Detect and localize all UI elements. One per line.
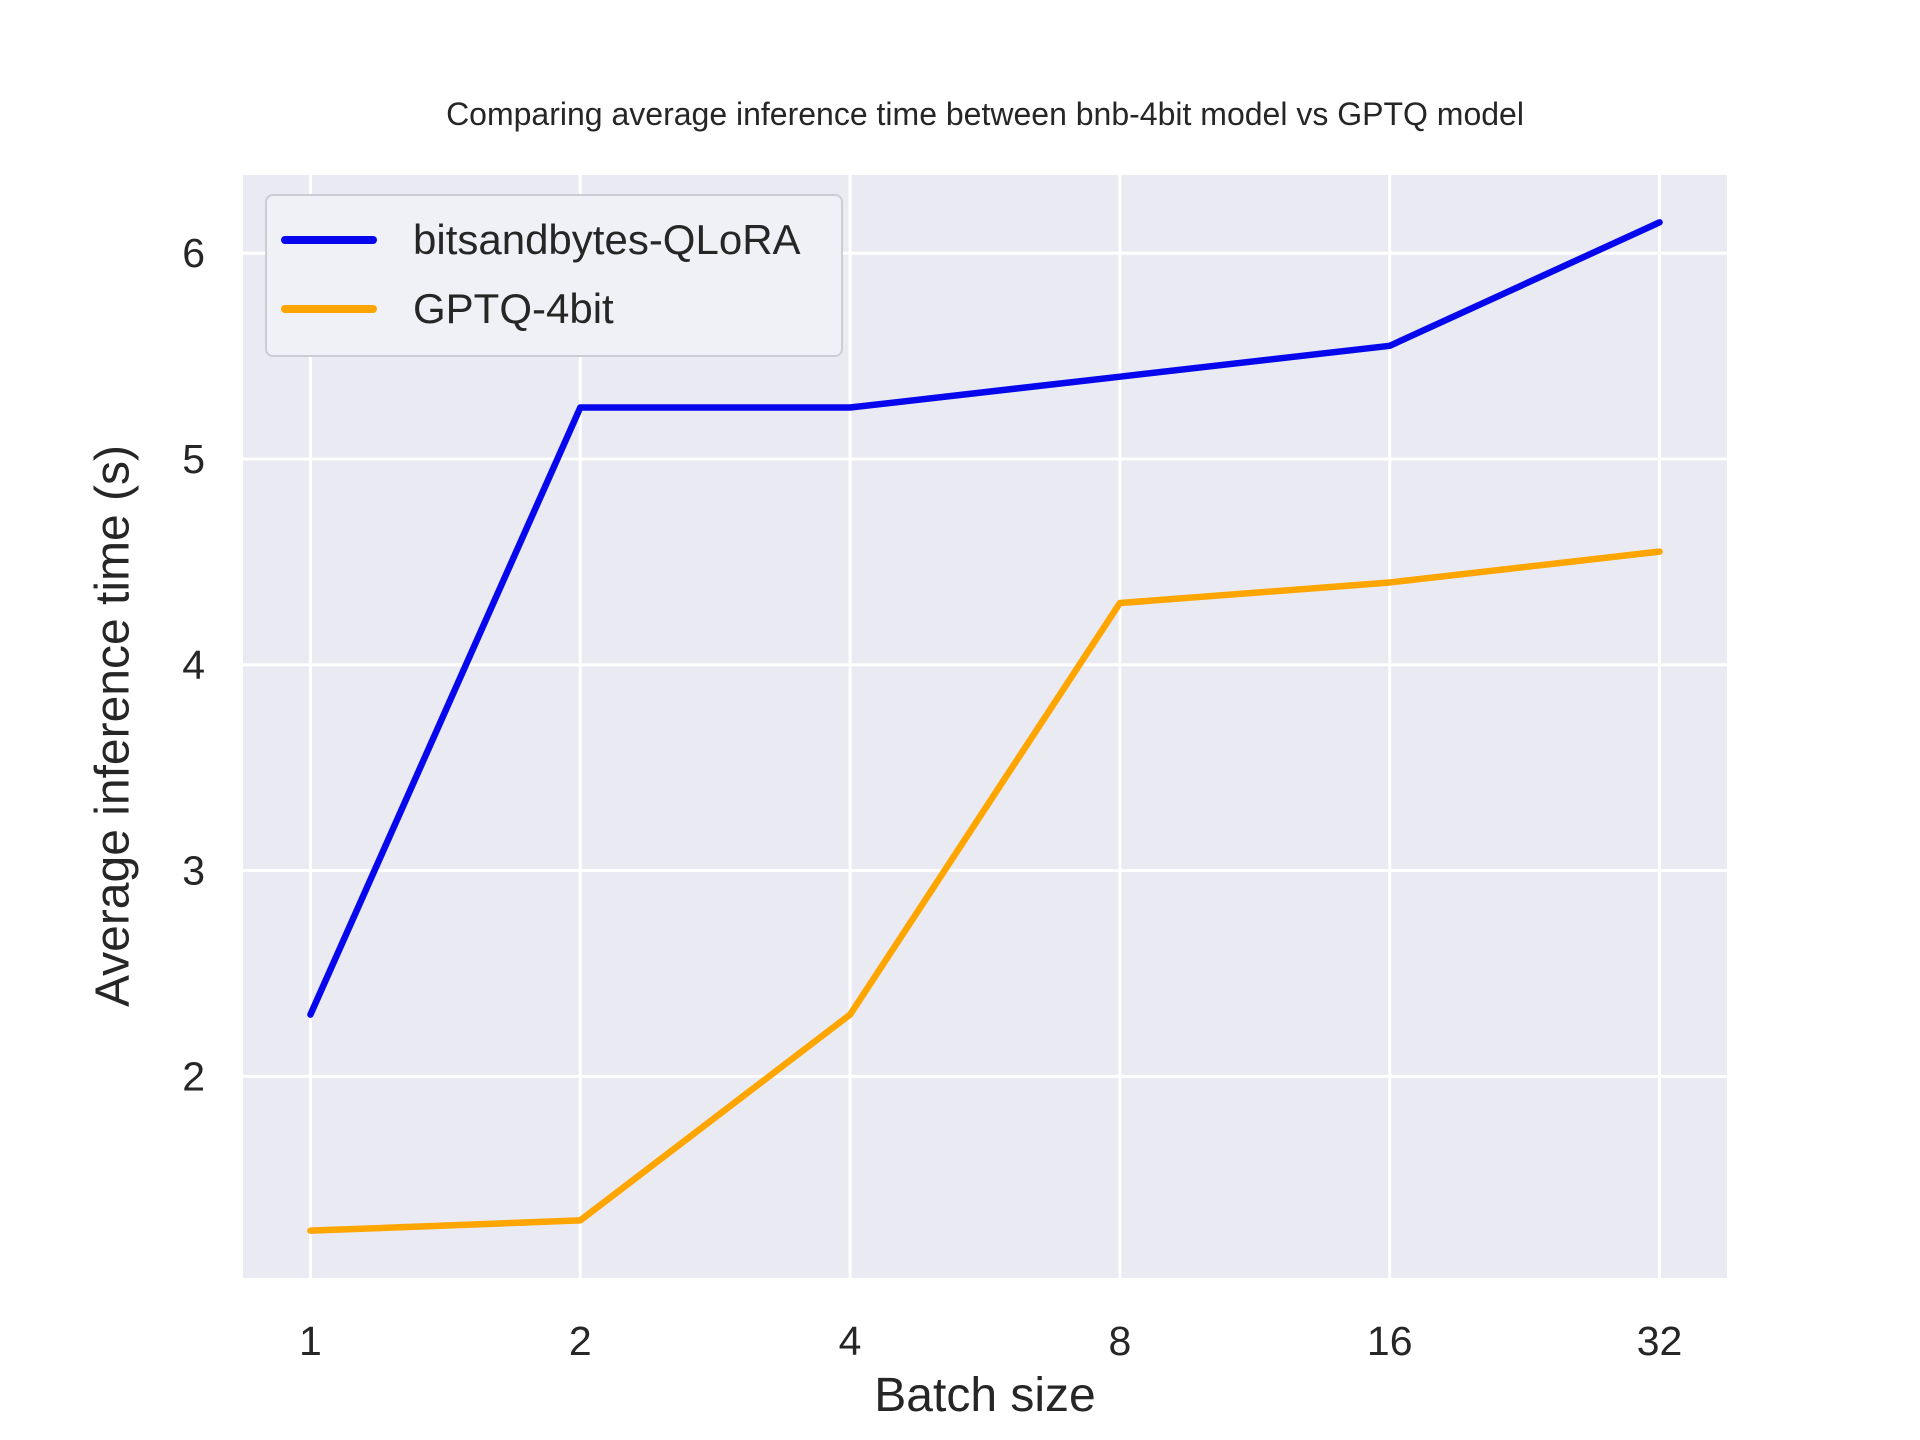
legend-item-gptq-4bit: GPTQ-4bit	[281, 283, 801, 336]
legend-swatch-blue-line	[281, 236, 377, 245]
x-tick-label: 1	[299, 1318, 322, 1364]
legend-item-bitsandbytes-qlora: bitsandbytes-QLoRA	[281, 214, 801, 267]
x-tick-label: 4	[839, 1318, 862, 1364]
x-axis-label: Batch size	[874, 1369, 1096, 1422]
series-line-bitsandbytes-qlora	[307, 219, 1663, 1018]
y-tick-label: 5	[182, 436, 205, 482]
y-tick-label: 2	[182, 1053, 205, 1099]
x-tick-label: 2	[569, 1318, 592, 1364]
x-tick-label: 16	[1367, 1318, 1413, 1364]
x-tick-label: 32	[1637, 1318, 1683, 1364]
series-line-gptq-4bit	[307, 548, 1663, 1234]
x-tick-label: 8	[1109, 1318, 1132, 1364]
y-axis-label: Average inference time (s)	[86, 444, 140, 1008]
y-tick-label: 4	[182, 642, 205, 688]
legend-label: bitsandbytes-QLoRA	[413, 216, 801, 263]
legend: bitsandbytes-QLoRA GPTQ-4bit	[265, 194, 843, 357]
y-tick-label: 6	[182, 230, 205, 276]
y-tick-label: 3	[182, 848, 205, 894]
chart-title: Comparing average inference time between…	[446, 96, 1524, 132]
plot-background	[243, 175, 1727, 1278]
legend-label: GPTQ-4bit	[413, 284, 614, 332]
legend-swatch-orange-line	[281, 304, 377, 313]
